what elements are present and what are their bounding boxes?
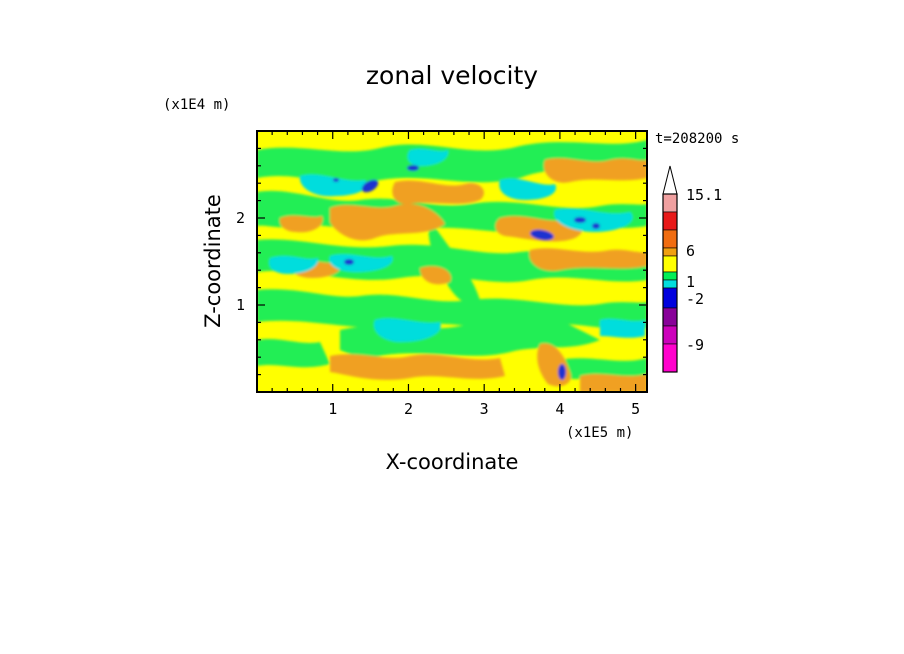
cyan-region bbox=[600, 318, 645, 338]
x-tick-label: 3 bbox=[480, 400, 489, 418]
blue-spot bbox=[558, 364, 566, 380]
blue-spot bbox=[407, 165, 419, 171]
blue-spot bbox=[333, 178, 339, 182]
colorbar-swatch bbox=[662, 229, 678, 249]
colorbar-label: 6 bbox=[686, 242, 695, 260]
y-axis-label: Z-coordinate bbox=[201, 194, 225, 328]
cyan-region bbox=[329, 254, 393, 272]
colorbar-swatch bbox=[662, 247, 678, 257]
colorbar-swatch bbox=[662, 211, 678, 231]
colorbar-swatch bbox=[662, 343, 678, 373]
green-region bbox=[257, 339, 330, 368]
cyan-region bbox=[407, 148, 449, 166]
y-axis-ticks: 12 bbox=[236, 147, 647, 376]
x-axis-ticks: 1 2 3 4 5 bbox=[271, 131, 640, 418]
cyan-region bbox=[299, 174, 367, 197]
x-tick-label: 4 bbox=[555, 400, 564, 418]
green-region bbox=[428, 220, 480, 304]
green-region bbox=[257, 289, 647, 330]
blue-spot bbox=[361, 179, 379, 193]
colorbar-label: -2 bbox=[686, 290, 704, 308]
y-tick-label: 1 bbox=[236, 296, 245, 314]
cyan-region bbox=[373, 318, 441, 342]
chart-title: zonal velocity bbox=[366, 61, 538, 90]
blue-spot bbox=[574, 217, 586, 223]
cyan-region bbox=[269, 256, 319, 274]
y-axis-unit: (x1E4 m) bbox=[163, 97, 230, 113]
colorbar-swatch bbox=[662, 271, 678, 281]
colorbar-swatch bbox=[662, 255, 678, 273]
time-label: t=208200 s bbox=[655, 131, 739, 147]
orange-region bbox=[392, 180, 485, 205]
colorbar-swatch bbox=[662, 287, 678, 309]
contour-field bbox=[257, 131, 647, 392]
x-tick-label: 2 bbox=[404, 400, 413, 418]
colorbar-label: -9 bbox=[686, 336, 704, 354]
colorbar-label: 15.1 bbox=[686, 186, 722, 204]
colorbar-swatch bbox=[662, 279, 678, 289]
orange-region bbox=[420, 266, 451, 285]
blue-spot bbox=[592, 223, 600, 229]
orange-region bbox=[330, 203, 445, 241]
x-tick-label: 1 bbox=[328, 400, 337, 418]
cyan-region bbox=[554, 208, 633, 232]
orange-region bbox=[529, 248, 647, 271]
colorbar-frame bbox=[662, 193, 678, 373]
orange-region bbox=[330, 354, 505, 380]
colorbar: 15.1 6 1-2 -9 bbox=[662, 165, 722, 373]
plot-frame bbox=[256, 130, 648, 393]
orange-region bbox=[580, 374, 647, 392]
colorbar-swatch bbox=[662, 325, 678, 345]
colorbar-arrow bbox=[662, 165, 678, 195]
colorbar-label: 1 bbox=[686, 273, 695, 291]
cyan-region bbox=[499, 178, 556, 200]
blue-spot bbox=[530, 229, 554, 241]
orange-region bbox=[543, 158, 647, 183]
x-axis-unit: (x1E5 m) bbox=[566, 425, 633, 441]
green-region bbox=[257, 140, 647, 183]
y-tick-label: 2 bbox=[236, 209, 245, 227]
x-tick-label: 5 bbox=[631, 400, 640, 418]
orange-region bbox=[279, 215, 323, 233]
blue-spot bbox=[344, 259, 354, 265]
x-axis-label: X-coordinate bbox=[386, 450, 519, 474]
colorbar-swatch bbox=[662, 193, 678, 213]
colorbar-swatch bbox=[662, 307, 678, 327]
